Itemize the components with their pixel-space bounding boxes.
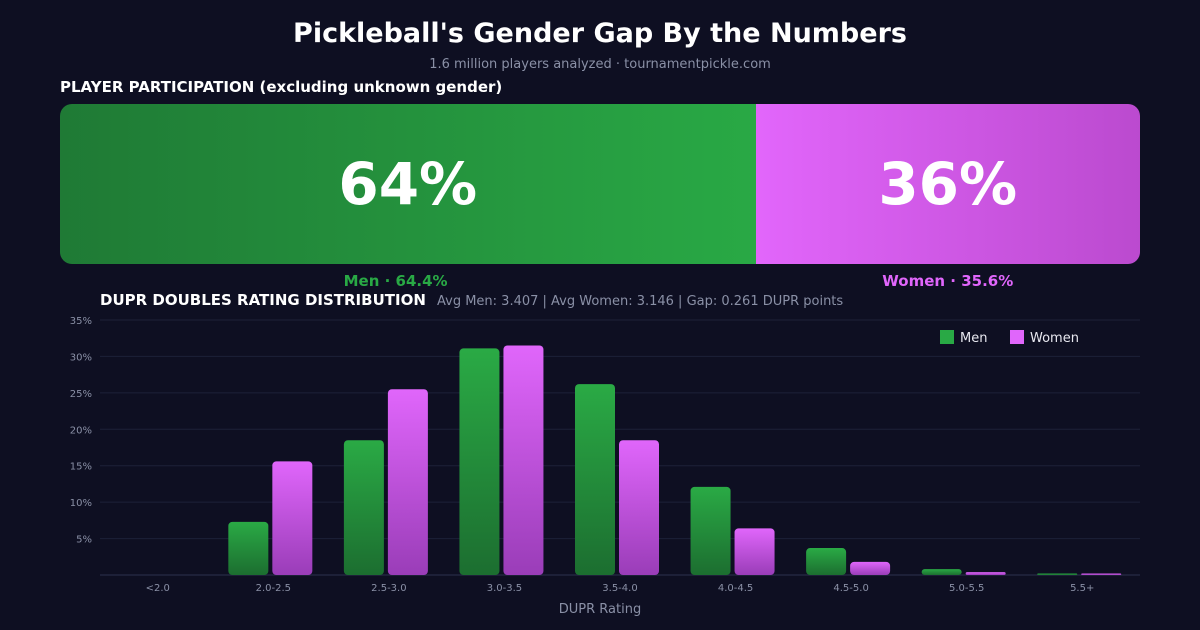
x-tick-label: 4.5-5.0 <box>833 583 868 594</box>
women-bar <box>850 561 891 575</box>
x-tick-label: 2.0-2.5 <box>256 583 291 594</box>
y-tick-label: 20% <box>70 425 92 436</box>
women-legend-swatch <box>1010 330 1024 344</box>
y-tick-label: 5% <box>76 535 92 546</box>
participation-bar: 64% 36% <box>60 104 1140 264</box>
men-bar <box>575 384 615 575</box>
x-tick-label: 3.0-3.5 <box>487 583 522 594</box>
women-bar <box>734 528 775 575</box>
women-legend-label: Women <box>1030 331 1079 346</box>
women-bar <box>1081 573 1122 575</box>
women-bar <box>272 461 313 575</box>
women-participation-label: Women · 35.6% <box>882 272 1014 290</box>
men-participation-label: Men · 64.4% <box>343 272 448 290</box>
chart-annotation: Avg Men: 3.407 | Avg Women: 3.146 | Gap:… <box>437 294 844 309</box>
men-legend-label: Men <box>960 331 987 346</box>
participation-heading: PLAYER PARTICIPATION (excluding unknown … <box>60 78 503 96</box>
women-bar <box>503 345 544 575</box>
page-title: Pickleball's Gender Gap By the Numbers <box>293 18 907 49</box>
chart-title: DUPR DOUBLES RATING DISTRIBUTION <box>100 291 426 309</box>
women-segment: 36% <box>755 104 1140 264</box>
x-tick-label: <2.0 <box>146 583 170 594</box>
x-tick-label: 5.5+ <box>1070 583 1094 594</box>
y-tick-label: 10% <box>70 498 92 509</box>
x-tick-label: 3.5-4.0 <box>602 583 637 594</box>
x-axis-label: DUPR Rating <box>559 602 641 617</box>
x-tick-label: 4.0-4.5 <box>718 583 753 594</box>
men-bar <box>228 521 269 575</box>
y-tick-label: 25% <box>70 389 92 400</box>
men-segment: 64% <box>60 104 756 264</box>
y-tick-label: 30% <box>70 352 92 363</box>
men-bar <box>921 569 962 575</box>
page-subtitle: 1.6 million players analyzed · tournamen… <box>429 57 771 72</box>
women-bar <box>387 389 428 575</box>
men-big-pct: 64% <box>338 150 478 218</box>
x-tick-label: 5.0-5.5 <box>949 583 984 594</box>
men-bar <box>806 548 847 575</box>
women-big-pct: 36% <box>878 150 1018 218</box>
x-tick-label: 2.5-3.0 <box>371 583 406 594</box>
y-tick-label: 15% <box>70 462 92 473</box>
men-bar <box>459 348 500 575</box>
women-bar <box>965 572 1006 575</box>
women-bar <box>619 440 659 575</box>
men-bar <box>1037 573 1078 575</box>
men-legend-swatch <box>940 330 954 344</box>
men-bar <box>690 486 731 575</box>
y-tick-label: 35% <box>70 316 92 327</box>
men-bar <box>343 440 384 575</box>
